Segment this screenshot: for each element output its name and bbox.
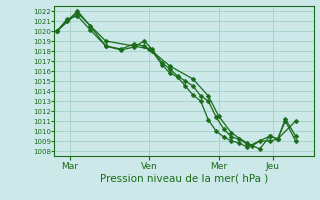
- X-axis label: Pression niveau de la mer( hPa ): Pression niveau de la mer( hPa ): [100, 173, 268, 183]
